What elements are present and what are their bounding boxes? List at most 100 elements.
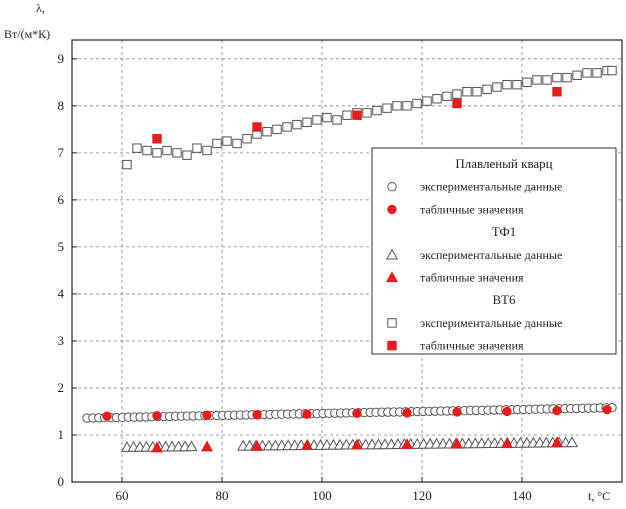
y-tick-label: 7 [58,145,65,160]
legend-entry-label: экспериментальные данные [420,180,562,194]
legend-entry-label: табличные значения [420,202,524,216]
legend-entry-label: табличные значения [420,271,524,285]
data-point [250,440,264,451]
data-point [452,98,462,109]
legend-marker [385,271,399,283]
data-point [212,138,222,149]
data-point [262,126,272,137]
data-point [550,436,564,448]
data-point [382,103,392,113]
data-point [352,110,362,120]
legend-entry-label: табличные значения [420,339,524,353]
series-3 [150,436,564,453]
data-point [482,84,492,95]
y-tick-label: 0 [58,474,65,489]
legend-group-title: ВТ6 [493,292,516,307]
data-point [592,68,602,78]
legend: Плавленый кварц экспериментальные данные т… [371,147,617,355]
data-point [252,122,262,132]
data-point [500,437,514,449]
data-point [462,87,472,97]
y-tick-label: 4 [58,286,65,301]
data-point [512,79,522,90]
x-tick-label: 60 [116,488,129,503]
data-point [572,70,582,80]
data-point [232,138,242,149]
data-point [152,411,162,421]
data-point [412,98,422,109]
data-point [272,124,282,135]
data-point [552,405,562,416]
data-point [352,408,362,419]
data-point [322,112,332,123]
y-tick-label: 9 [58,51,65,66]
data-point [422,96,432,106]
plot-frame [71,39,623,483]
data-point [565,436,579,448]
series-1 [102,404,612,421]
data-point [472,87,482,97]
legend-group-title: Плавленый кварц [455,156,552,171]
data-point [202,145,212,156]
data-point [342,110,352,120]
data-point [142,145,152,156]
data-point [372,105,382,116]
data-point [402,101,412,111]
data-point [552,72,562,83]
data-point [452,89,462,99]
data-point [132,143,142,153]
data-point [242,134,252,144]
data-point [492,82,502,92]
data-point [282,122,292,132]
x-tick-label: 80 [216,488,229,503]
legend-marker [387,318,397,328]
data-point [450,437,464,449]
data-marks [82,65,617,453]
data-point [252,410,262,420]
data-point [182,150,192,160]
x-axis-label: t, °C [588,489,610,503]
legend-group-title: ТФ1 [492,224,516,239]
data-point [152,148,162,158]
data-point [200,440,214,452]
data-point [150,441,164,453]
legend-entry-label: экспериментальные данные [420,316,562,330]
data-point [552,87,562,97]
data-point [542,75,552,85]
data-point [452,407,462,417]
data-point [202,410,212,420]
data-point [292,119,302,130]
y-tick-label: 5 [58,239,65,254]
data-point [362,108,372,118]
legend-marker [385,248,399,260]
data-point [562,72,572,83]
legend-marker [387,340,397,351]
data-point [602,404,612,415]
legend-entry-label: экспериментальные данные [420,248,562,262]
data-point [502,406,512,417]
data-point [400,438,414,450]
y-tick-label: 1 [58,427,65,442]
data-point [192,143,202,153]
data-point [162,145,172,156]
y-tick-label: 6 [58,192,65,207]
data-point [300,439,314,450]
data-point [522,77,532,88]
y-tick-label: 2 [58,380,65,395]
data-point [312,115,322,125]
tick-labels: 60 80 100 120 140 0 1 2 3 4 5 6 7 8 9 [58,51,532,503]
legend-box [371,147,617,355]
data-point [432,94,442,104]
x-tick-label: 140 [512,488,532,503]
x-tick-label: 120 [412,488,432,503]
data-point [350,438,364,450]
series-0 [82,403,617,423]
data-point [502,79,512,90]
y-axis-label: λ, Вт/(м*К) [4,1,50,41]
data-point [102,411,112,421]
data-point [332,115,342,125]
legend-marker [387,182,397,192]
data-point [152,134,162,144]
data-point [302,117,312,127]
